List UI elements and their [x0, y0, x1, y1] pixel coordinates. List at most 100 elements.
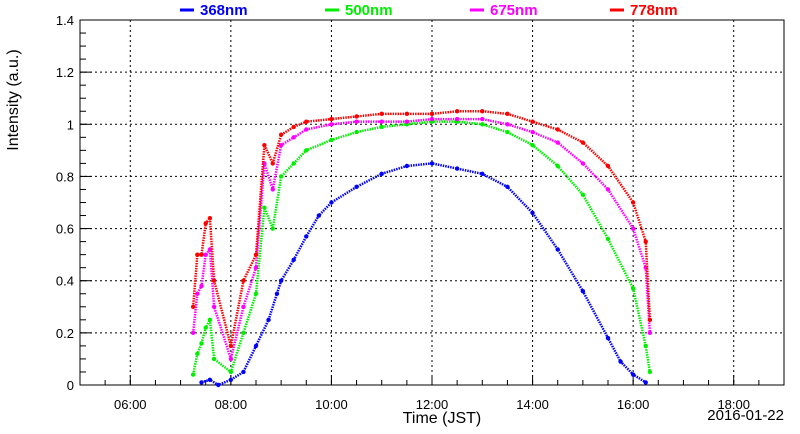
data-point-778nm: [429, 111, 435, 117]
data-point-778nm: [241, 278, 246, 283]
data-point-368nm: [429, 161, 435, 166]
data-point-675nm: [278, 142, 284, 148]
y-tick-label: 0.6: [56, 222, 74, 237]
data-point-778nm: [211, 278, 217, 283]
data-point-675nm: [329, 122, 334, 127]
data-point-778nm: [605, 163, 611, 169]
data-point-675nm: [270, 187, 275, 192]
data-point-778nm: [228, 343, 234, 349]
data-point-675nm: [454, 116, 460, 122]
data-point-778nm: [270, 161, 275, 166]
data-point-500nm: [354, 129, 359, 135]
data-point-500nm: [480, 122, 485, 127]
data-point-675nm: [647, 330, 653, 336]
data-point-500nm: [291, 161, 296, 166]
data-point-368nm: [555, 247, 560, 252]
data-point-778nm: [199, 252, 204, 257]
data-point-368nm: [253, 343, 259, 349]
data-point-675nm: [304, 127, 309, 132]
data-point-778nm: [291, 124, 296, 130]
data-point-368nm: [530, 210, 535, 216]
y-tick-label: 0.4: [56, 274, 74, 289]
data-point-778nm: [190, 304, 196, 309]
data-point-368nm: [228, 377, 234, 382]
data-point-368nm: [643, 380, 648, 385]
data-point-675nm: [530, 129, 535, 135]
data-point-368nm: [379, 171, 384, 177]
data-point-778nm: [253, 252, 259, 257]
legend: 368nm 500nm 675nm 778nm: [180, 2, 678, 19]
data-point-675nm: [605, 187, 611, 192]
data-point-675nm: [291, 135, 296, 140]
data-point-368nm: [291, 257, 296, 263]
data-point-500nm: [580, 192, 586, 197]
data-point-778nm: [505, 111, 510, 117]
data-point-500nm: [647, 369, 653, 375]
data-point-500nm: [207, 317, 213, 323]
legend-label: 500nm: [345, 2, 393, 19]
data-point-675nm: [354, 119, 359, 124]
data-point-368nm: [580, 288, 586, 294]
data-point-500nm: [605, 236, 611, 242]
legend-label: 368nm: [200, 2, 248, 19]
data-point-675nm: [211, 304, 217, 309]
data-point-500nm: [241, 330, 246, 336]
x-axis-title: Time (JST): [403, 410, 482, 427]
data-point-500nm: [278, 174, 284, 179]
data-point-778nm: [643, 239, 648, 244]
data-point-500nm: [379, 124, 384, 130]
data-point-368nm: [630, 372, 636, 377]
y-tick-label: 0.2: [56, 326, 74, 341]
data-point-500nm: [211, 356, 217, 362]
data-point-675nm: [379, 119, 384, 124]
data-point-368nm: [304, 234, 309, 239]
data-point-500nm: [228, 369, 234, 375]
data-point-368nm: [266, 317, 271, 323]
data-point-500nm: [643, 343, 648, 349]
y-tick-label: 1.2: [56, 65, 74, 80]
data-point-500nm: [253, 291, 259, 296]
data-point-778nm: [278, 132, 284, 137]
data-point-675nm: [404, 119, 410, 124]
data-point-778nm: [354, 114, 359, 119]
axis-ticks: 06:00 08:00 10:00 12:00 14:00 16:00 18:00 0 0.2 0…: [56, 13, 785, 412]
data-point-675nm: [580, 161, 586, 166]
data-point-368nm: [480, 171, 485, 177]
x-tick-label: 16:00: [617, 397, 650, 412]
y-axis-title: Intensity (a.u.): [5, 49, 22, 150]
data-point-778nm: [304, 119, 309, 124]
y-tick-label: 1.4: [56, 13, 74, 28]
data-point-500nm: [190, 372, 196, 377]
data-point-778nm: [207, 215, 213, 221]
data-point-500nm: [530, 142, 535, 148]
legend-label: 778nm: [630, 2, 678, 19]
data-point-368nm: [199, 380, 204, 385]
data-point-368nm: [316, 213, 322, 218]
data-point-778nm: [530, 119, 535, 124]
data-point-500nm: [203, 325, 208, 330]
data-point-778nm: [580, 140, 586, 145]
data-point-675nm: [505, 122, 510, 127]
data-point-500nm: [199, 341, 204, 346]
x-tick-label: 14:00: [516, 397, 549, 412]
data-point-368nm: [216, 382, 221, 388]
data-point-500nm: [329, 137, 334, 143]
data-point-368nm: [329, 200, 334, 205]
data-point-368nm: [207, 377, 213, 382]
data-point-675nm: [190, 330, 196, 336]
data-point-500nm: [555, 163, 560, 169]
data-point-675nm: [195, 291, 200, 296]
data-point-500nm: [195, 351, 200, 356]
data-point-778nm: [404, 111, 410, 117]
data-point-500nm: [505, 129, 510, 135]
data-point-368nm: [241, 369, 246, 375]
data-point-675nm: [241, 304, 246, 309]
data-point-778nm: [480, 109, 485, 114]
data-point-368nm: [618, 359, 623, 364]
data-point-368nm: [404, 163, 410, 169]
data-point-368nm: [278, 278, 284, 283]
data-point-778nm: [454, 109, 460, 114]
data-point-778nm: [195, 252, 200, 257]
data-point-675nm: [253, 265, 259, 270]
